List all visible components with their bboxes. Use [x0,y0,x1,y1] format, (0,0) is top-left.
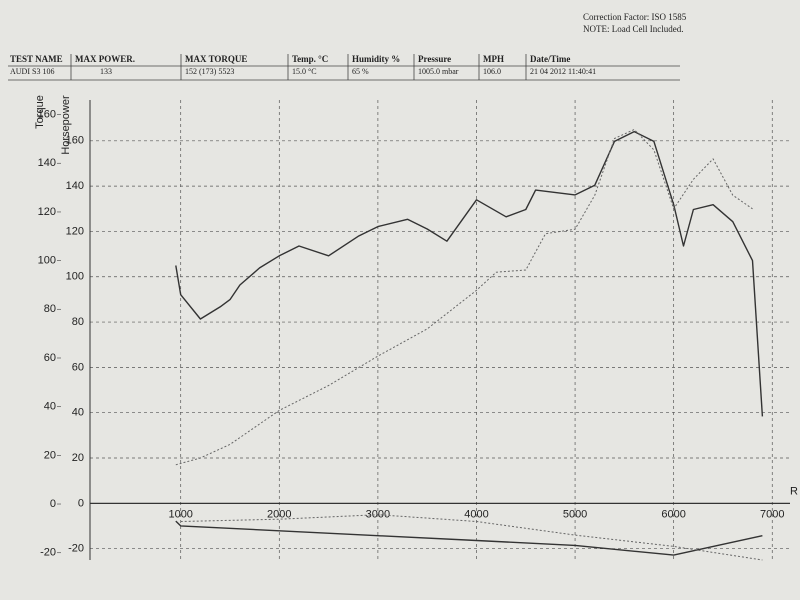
x-tick-label: 7000 [760,508,784,520]
series-line [175,130,764,417]
y-tick-label: 100 [66,271,84,283]
x-tick-label: 5000 [563,508,587,520]
cell: 133 [100,67,112,76]
y-tick-label: 60 [72,361,84,373]
y2-tick-label: 80 [44,303,56,315]
series-line [175,520,763,556]
y-tick-label: -20 [68,543,84,555]
cell: 1005.0 mbar [418,67,459,76]
x-tick-label: 6000 [661,508,685,520]
series-line [180,514,763,561]
column-header: TEST NAME [10,54,63,64]
y2-tick-label: 140 [38,157,56,169]
x-tick-label: 4000 [464,508,488,520]
y2-tick-label: -20 [40,547,56,559]
note: Correction Factor: ISO 1585 [583,12,687,22]
y-tick-label: 80 [72,316,84,328]
column-header: Pressure [418,54,451,64]
header-table: TEST NAME MAX POWER. MAX TORQUE Temp. °C Hum… [10,54,596,80]
column-header: Temp. °C [292,54,328,64]
cell: 21 04 2012 11:40:41 [530,67,596,76]
note: NOTE: Load Cell Included. [583,24,683,34]
y-tick-label: 20 [72,452,84,464]
y2-tick-label: 100 [38,255,56,267]
y-axis-title: Horsepower [60,95,72,155]
cell: AUDI S3 106 [10,67,54,76]
y2-tick-label: 60 [44,352,56,364]
column-header: Humidity % [352,54,400,64]
column-header: MAX POWER. [75,54,135,64]
y2-tick-label: 40 [44,401,56,413]
column-header: MAX TORQUE [185,54,247,64]
y-tick-label: 160 [66,135,84,147]
cell: 106.0 [483,67,501,76]
cell: 152 (173) 5523 [185,67,234,76]
cell: 65 % [352,67,369,76]
series-line [175,129,753,466]
cell: 15.0 °C [292,67,317,76]
y-tick-label: 140 [66,180,84,192]
y2-axis-title: Torque [34,95,46,129]
x-tick-label: 1000 [168,508,192,520]
y-tick-label: 0 [78,497,84,509]
plot: -20 0 20 40 60 80 100 120 140 160 -20 0 20 40 60 80 100 1… [38,100,798,561]
y-tick-label: 120 [66,225,84,237]
x-axis-title: R [790,485,798,497]
column-header: Date/Time [530,54,570,64]
y2-tick-label: 0 [50,498,56,510]
y-tick-label: 40 [72,407,84,419]
y2-tick-label: 120 [38,206,56,218]
y2-tick-label: 20 [44,449,56,461]
y2-tick-label: 160 [38,109,56,121]
x-tick-label: 2000 [267,508,291,520]
column-header: MPH [483,54,504,64]
